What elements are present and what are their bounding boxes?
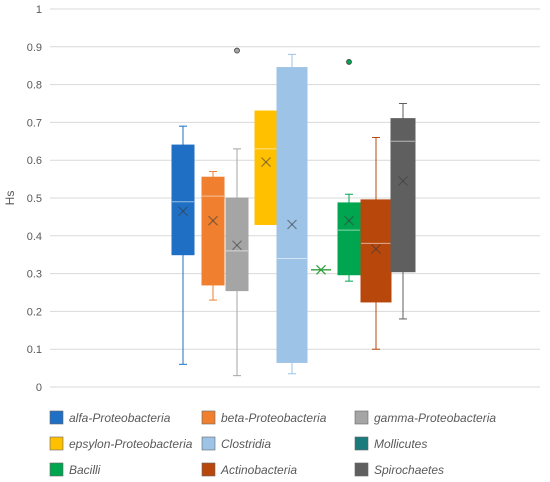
mean-marker [398, 176, 408, 186]
legend-swatch [201, 462, 216, 477]
mean-marker [261, 157, 271, 168]
box-epsylon-Proteobacteria [254, 110, 278, 225]
legend-label: Clostridia [221, 437, 271, 451]
mean-marker [316, 264, 326, 275]
legend-label: epsylon-Proteobacteria [69, 437, 193, 451]
legend: alfa-Proteobacteria beta-Proteobacteria ga… [49, 410, 496, 477]
legend-label: Mollicutes [374, 437, 427, 451]
y-tick-label: 0.7 [27, 117, 42, 129]
mean-marker [287, 219, 297, 230]
box-alfa-Proteobacteria [171, 125, 195, 365]
legend-item: Bacilli [49, 462, 101, 477]
box-iqr [225, 197, 249, 292]
legend-item: Spirochaetes [354, 462, 444, 477]
legend-item: Clostridia [201, 436, 271, 451]
box-iqr [360, 199, 392, 303]
y-tick-label: 0.5 [27, 193, 42, 205]
y-tick-label: 0.3 [27, 269, 42, 281]
legend-item: Actinobacteria [201, 462, 297, 477]
y-tick-label: 0 [36, 382, 42, 394]
legend-label: Bacilli [69, 463, 101, 477]
legend-swatch [49, 436, 64, 451]
mean-marker [232, 240, 242, 251]
legend-swatch [201, 410, 216, 425]
legend-item: Mollicutes [354, 436, 427, 451]
y-tick-label: 1 [36, 4, 42, 16]
y-tick-label: 0.8 [27, 80, 42, 92]
y-tick-label: 0.9 [27, 42, 42, 54]
y-tick-labels: 0 0.1 0.2 0.3 0.4 0.5 0.6 0.7 0.8 0.9 1 [27, 4, 42, 394]
legend-label: Spirochaetes [374, 463, 444, 477]
legend-label: gamma-Proteobacteria [374, 411, 496, 425]
outlier-point [346, 59, 352, 65]
box-iqr [201, 176, 225, 286]
box-Bacilli [337, 59, 361, 282]
box-iqr [254, 110, 278, 225]
legend-label: alfa-Proteobacteria [69, 411, 171, 425]
y-tick-label: 0.1 [27, 344, 42, 356]
legend-item: beta-Proteobacteria [201, 410, 327, 425]
box-beta-Proteobacteria [201, 171, 225, 301]
y-tick-label: 0.2 [27, 306, 42, 318]
box-iqr [171, 144, 195, 256]
box-Mollicutes [311, 264, 331, 275]
legend-swatch [49, 410, 64, 425]
mean-marker [344, 215, 354, 226]
box-Spirochaetes [390, 103, 416, 320]
box-gamma-Proteobacteria [225, 47, 249, 377]
box-Actinobacteria [360, 137, 392, 350]
box-iqr [337, 202, 361, 276]
mean-marker [208, 215, 218, 226]
mean-marker [178, 206, 188, 217]
y-tick-label: 0.4 [27, 231, 42, 243]
box-Clostridia [276, 53, 308, 375]
y-axis-label: Hs [3, 191, 17, 206]
legend-label: beta-Proteobacteria [221, 411, 327, 425]
legend-item: alfa-Proteobacteria [49, 410, 171, 425]
legend-swatch [201, 436, 216, 451]
legend-swatch [354, 436, 369, 451]
legend-item: gamma-Proteobacteria [354, 410, 496, 425]
box-iqr [390, 118, 416, 273]
legend-item: epsylon-Proteobacteria [49, 436, 193, 451]
legend-swatch [49, 462, 64, 477]
legend-swatch [354, 462, 369, 477]
box-iqr [276, 67, 308, 363]
mean-marker [371, 244, 381, 254]
y-tick-label: 0.6 [27, 155, 42, 167]
legend-swatch [354, 410, 369, 425]
boxes [171, 47, 416, 377]
outlier-point [234, 47, 240, 54]
legend-label: Actinobacteria [220, 463, 297, 477]
